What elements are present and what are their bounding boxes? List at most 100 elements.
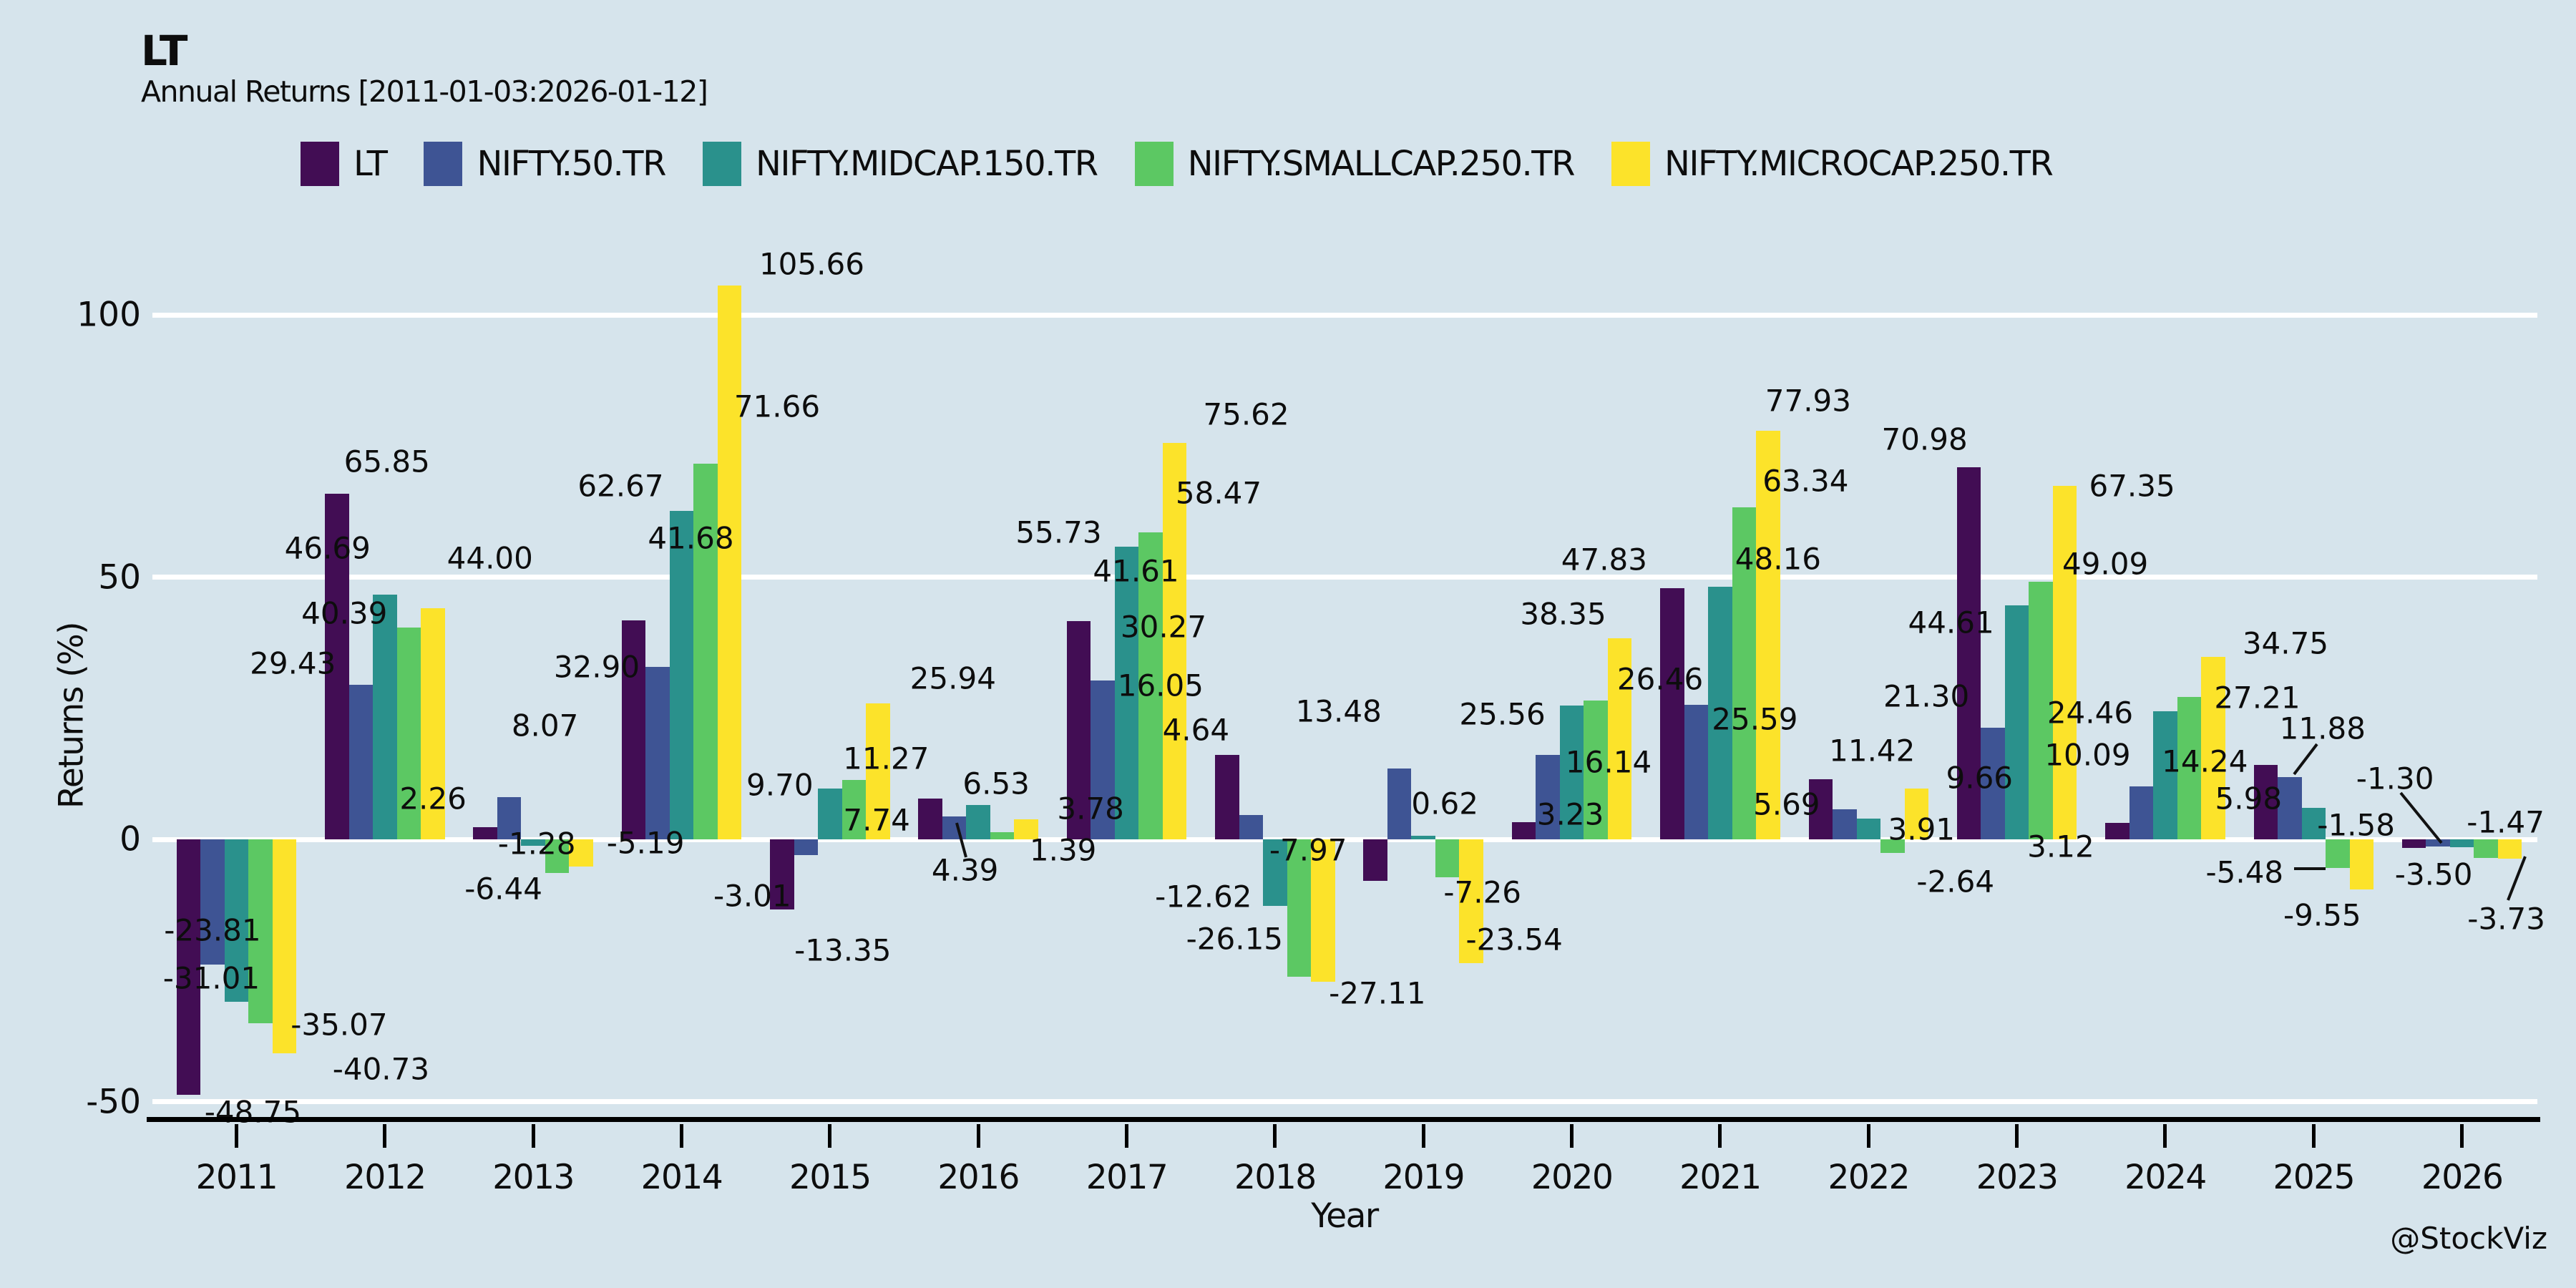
value-label-NIFTY.MICROCAP.250.TR-2012: 44.00 [447,540,533,576]
legend-label-NIFTY.MICROCAP.250.TR: NIFTY.MICROCAP.250.TR [1664,144,2054,184]
bar-LT-2020 [1511,822,1536,839]
bar-NIFTY.50.TR-2014 [645,666,670,839]
bar-LT-2014 [621,620,646,839]
value-label-NIFTY.SMALLCAP.250.TR-2016: 1.39 [1029,832,1097,868]
legend-label-NIFTY.MIDCAP.150.TR: NIFTY.MIDCAP.150.TR [755,144,1098,184]
y-axis-title: Returns (%) [52,622,92,809]
bar-NIFTY.SMALLCAP.250.TR-2012 [396,627,421,839]
x-tick-label-2015: 2015 [789,1158,872,1197]
value-label-NIFTY.MIDCAP.150.TR-2013: -1.28 [497,826,576,862]
bar-NIFTY.MIDCAP.150.TR-2023 [2004,605,2029,839]
value-label-NIFTY.MIDCAP.150.TR-2026: -1.47 [2467,804,2545,840]
bar-NIFTY.50.TR-2021 [1684,705,1709,839]
value-label-NIFTY.MICROCAP.250.TR-2023: 67.35 [2089,468,2175,504]
bar-NIFTY.MIDCAP.150.TR-2026 [2449,839,2474,847]
value-label-NIFTY.MIDCAP.150.TR-2017: 55.73 [1015,514,1102,550]
legend: LT NIFTY.50.TR NIFTY.MIDCAP.150.TR NIFTY.SM… [301,142,2054,186]
bar-NIFTY.MIDCAP.150.TR-2015 [818,788,842,839]
bar-NIFTY.MIDCAP.150.TR-2021 [1708,586,1732,839]
legend-swatch-NIFTY.MICROCAP.250.TR [1611,142,1650,186]
x-tick-mark-2026 [2460,1124,2464,1148]
legend-label-NIFTY.SMALLCAP.250.TR: NIFTY.SMALLCAP.250.TR [1187,144,1576,184]
value-label-NIFTY.SMALLCAP.250.TR-2023: 49.09 [2062,546,2149,582]
value-label-LT-2019: -7.97 [1269,832,1347,868]
x-tick-label-2025: 2025 [2273,1158,2355,1197]
value-label-NIFTY.MIDCAP.150.TR-2023: 44.61 [1908,605,1994,640]
value-label-NIFTY.MIDCAP.150.TR-2011: -31.01 [162,960,260,996]
bar-NIFTY.MIDCAP.150.TR-2014 [669,510,694,839]
value-label-NIFTY.MIDCAP.150.TR-2024: 24.46 [2046,695,2134,731]
bar-NIFTY.50.TR-2013 [497,796,522,839]
x-tick-label-2021: 2021 [1679,1158,1762,1197]
bar-NIFTY.MICROCAP.250.TR-2022 [1904,789,1928,839]
bar-NIFTY.MICROCAP.250.TR-2012 [421,608,445,839]
bar-NIFTY.MIDCAP.150.TR-2013 [521,839,545,847]
bar-NIFTY.50.TR-2016 [942,816,967,839]
value-label-NIFTY.MIDCAP.150.TR-2022: 3.91 [1888,811,1956,847]
bar-NIFTY.50.TR-2018 [1239,814,1264,839]
gridline-0 [152,836,2537,842]
x-tick-mark-2020 [1570,1124,1574,1148]
bar-NIFTY.SMALLCAP.250.TR-2018 [1287,839,1312,977]
value-label-NIFTY.SMALLCAP.250.TR-2022: -2.64 [1916,864,1995,899]
value-label-NIFTY.SMALLCAP.250.TR-2021: 63.34 [1762,463,1849,499]
leader-line-4 [2507,856,2527,901]
value-label-NIFTY.SMALLCAP.250.TR-2017: 58.47 [1175,475,1262,511]
x-axis-title: Year [1311,1196,1379,1236]
value-label-NIFTY.SMALLCAP.250.TR-2025: -5.48 [2205,854,2284,890]
x-tick-mark-2013 [531,1124,535,1148]
bar-NIFTY.SMALLCAP.250.TR-2021 [1732,507,1757,839]
value-label-NIFTY.SMALLCAP.250.TR-2012: 40.39 [301,595,388,631]
value-label-NIFTY.MIDCAP.150.TR-2014: 62.67 [577,468,664,504]
legend-item-NIFTY.MIDCAP.150.TR: NIFTY.MIDCAP.150.TR [702,142,1098,186]
x-tick-label-2022: 2022 [1828,1158,1910,1197]
bar-NIFTY.50.TR-2011 [200,839,225,965]
value-label-NIFTY.MICROCAP.250.TR-2026: -3.73 [2467,901,2545,937]
value-label-LT-2017: 41.61 [1093,553,1179,589]
value-label-NIFTY.MICROCAP.250.TR-2018: -27.11 [1329,975,1426,1011]
bar-NIFTY.MICROCAP.250.TR-2025 [2349,839,2374,889]
x-tick-mark-2014 [679,1124,683,1148]
value-label-NIFTY.MICROCAP.250.TR-2020: 38.35 [1520,596,1606,632]
leader-line-3 [2399,791,2443,844]
value-label-NIFTY.50.TR-2022: 5.69 [1752,786,1820,822]
legend-swatch-NIFTY.50.TR [424,142,463,186]
bar-LT-2016 [918,799,942,839]
value-label-LT-2015: -13.35 [794,932,892,968]
value-label-NIFTY.MICROCAP.250.TR-2017: 75.62 [1203,396,1289,432]
x-tick-label-2020: 2020 [1531,1158,1614,1197]
value-label-NIFTY.50.TR-2020: 16.14 [1565,744,1652,780]
x-tick-label-2013: 2013 [492,1158,575,1197]
bar-NIFTY.50.TR-2024 [2129,786,2154,839]
value-label-NIFTY.SMALLCAP.250.TR-2018: -26.15 [1186,921,1284,957]
bar-NIFTY.MIDCAP.150.TR-2011 [224,839,249,1002]
bar-NIFTY.MICROCAP.250.TR-2011 [272,839,297,1053]
value-label-NIFTY.SMALLCAP.250.TR-2015: 11.27 [843,741,930,776]
bar-NIFTY.SMALLCAP.250.TR-2020 [1584,701,1608,839]
bar-NIFTY.SMALLCAP.250.TR-2017 [1138,532,1163,839]
value-label-NIFTY.SMALLCAP.250.TR-2020: 26.46 [1616,661,1704,697]
x-tick-mark-2015 [828,1124,832,1148]
bar-NIFTY.MICROCAP.250.TR-2019 [1459,839,1483,963]
value-label-NIFTY.MICROCAP.250.TR-2015: 25.94 [909,660,996,696]
x-tick-label-2023: 2023 [1976,1158,2059,1197]
value-label-NIFTY.50.TR-2011: -23.81 [164,912,261,948]
bar-NIFTY.SMALLCAP.250.TR-2023 [2029,582,2053,839]
bar-NIFTY.MICROCAP.250.TR-2026 [2497,839,2522,859]
x-tick-mark-2019 [1421,1124,1425,1148]
bar-NIFTY.MIDCAP.150.TR-2019 [1411,836,1435,839]
x-tick-label-2011: 2011 [195,1158,278,1197]
value-label-NIFTY.50.TR-2014: 32.90 [553,649,640,685]
value-label-LT-2022: 11.42 [1829,733,1916,769]
bar-NIFTY.50.TR-2023 [1981,727,2005,839]
bar-LT-2013 [473,827,497,839]
value-label-NIFTY.MICROCAP.250.TR-2024: 34.75 [2242,625,2329,661]
leader-line-1 [2293,743,2318,776]
value-label-NIFTY.SMALLCAP.250.TR-2011: -35.07 [291,1007,388,1043]
bar-LT-2026 [2401,839,2426,848]
x-tick-mark-2016 [976,1124,980,1148]
bar-LT-2012 [325,494,349,839]
x-tick-mark-2021 [1718,1124,1722,1148]
legend-swatch-LT [301,142,339,186]
value-label-NIFTY.MIDCAP.150.TR-2020: 25.56 [1459,696,1546,732]
